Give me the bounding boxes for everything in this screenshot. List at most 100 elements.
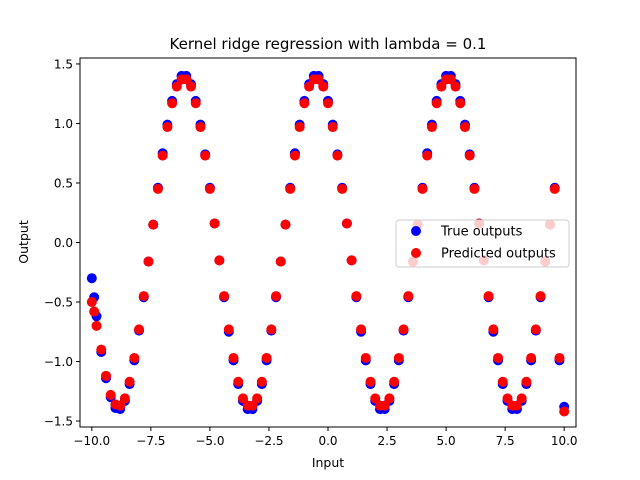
predicted-output-point	[554, 352, 565, 363]
x-tick-label: 2.5	[378, 434, 397, 448]
legend: True outputs Predicted outputs	[395, 219, 570, 268]
predicted-output-point	[252, 393, 263, 404]
predicted-output-point	[237, 393, 248, 404]
predicted-output-point	[530, 324, 541, 335]
predicted-output-point	[96, 344, 107, 355]
predicted-output-point	[464, 150, 475, 161]
predicted-output-point	[497, 376, 508, 387]
predicted-output-point	[445, 74, 456, 85]
x-tick-label: 5.0	[437, 434, 456, 448]
y-tick-label: 0.0	[54, 236, 73, 250]
x-tick-label: −5.0	[195, 434, 224, 448]
predicted-output-point	[417, 183, 428, 194]
x-tick-label: −2.5	[254, 434, 283, 448]
predicted-output-point	[143, 256, 154, 267]
predicted-output-point	[313, 74, 324, 85]
legend-box	[395, 219, 570, 268]
predicted-output-point	[223, 324, 234, 335]
predicted-output-point	[559, 406, 570, 417]
predicted-output-point	[167, 98, 178, 109]
predicted-output-point	[200, 150, 211, 161]
predicted-output-point	[398, 324, 409, 335]
predicted-output-point	[157, 150, 168, 161]
predicted-output-point	[280, 219, 291, 230]
predicted-output-point	[134, 324, 145, 335]
predicted-output-point	[511, 400, 522, 411]
predicted-output-point	[483, 291, 494, 302]
predicted-output-point	[129, 352, 140, 363]
predicted-output-point	[271, 291, 282, 302]
predicted-output-point	[304, 81, 315, 92]
predicted-output-point	[148, 219, 159, 230]
predicted-output-point	[219, 291, 230, 302]
predicted-output-point	[360, 352, 371, 363]
predicted-output-point	[86, 297, 97, 308]
predicted-output-point	[384, 393, 395, 404]
predicted-output-point	[233, 376, 244, 387]
predicted-output-point	[162, 122, 173, 133]
y-axis: −1.5 −1.0 −0.5 0.0 0.5 1.0 1.5	[44, 57, 80, 429]
predicted-output-point	[294, 122, 305, 133]
predicted-output-point	[403, 291, 414, 302]
predicted-output-point	[351, 291, 362, 302]
predicted-output-point	[516, 393, 527, 404]
predicted-output-point	[323, 98, 333, 109]
predicted-output-point	[370, 393, 381, 404]
x-tick-label: −10.0	[73, 434, 110, 448]
predicted-output-point	[389, 376, 400, 387]
predicted-output-point	[459, 122, 470, 133]
legend-marker-true	[411, 226, 421, 236]
predicted-output-point	[502, 393, 513, 404]
y-tick-label: −1.5	[44, 415, 73, 429]
predicted-output-point	[152, 183, 163, 194]
predicted-output-point	[285, 183, 296, 194]
predicted-output-point	[91, 320, 102, 331]
predicted-output-point	[100, 370, 111, 381]
y-axis-label: Output	[16, 220, 31, 264]
predicted-output-point	[190, 98, 201, 109]
predicted-output-point	[119, 393, 130, 404]
x-tick-label: 7.5	[496, 434, 515, 448]
predicted-output-point	[455, 98, 466, 109]
predicted-output-point	[393, 352, 404, 363]
predicted-output-point	[450, 81, 461, 92]
true-output-point	[86, 273, 97, 284]
predicted-output-point	[181, 74, 192, 85]
predicted-output-point	[204, 183, 215, 194]
y-tick-label: −1.0	[44, 355, 73, 369]
predicted-output-point	[422, 150, 433, 161]
predicted-output-point	[327, 122, 338, 133]
predicted-output-point	[436, 81, 447, 92]
predicted-output-point	[379, 400, 390, 411]
predicted-output-point	[299, 98, 310, 109]
predicted-output-point	[214, 255, 225, 266]
predicted-output-point	[105, 389, 116, 400]
chart-title: Kernel ridge regression with lambda = 0.…	[170, 35, 487, 53]
x-axis-label: Input	[312, 455, 344, 470]
legend-label-predicted: Predicted outputs	[441, 247, 556, 262]
predicted-output-point	[289, 150, 300, 161]
predicted-output-point	[469, 183, 480, 194]
predicted-output-point	[332, 150, 343, 161]
predicted-output-point	[318, 81, 329, 92]
predicted-output-point	[341, 218, 352, 229]
predicted-output-point	[526, 352, 537, 363]
y-tick-label: 1.0	[54, 117, 73, 131]
predicted-output-point	[186, 81, 197, 92]
predicted-output-point	[275, 256, 286, 267]
predicted-output-point	[256, 376, 267, 387]
predicted-output-point	[266, 324, 277, 335]
predicted-output-point	[209, 218, 220, 229]
predicted-output-point	[115, 400, 126, 411]
predicted-output-point	[549, 183, 560, 194]
y-tick-label: 0.5	[54, 176, 73, 190]
predicted-output-point	[195, 122, 206, 133]
legend-marker-predicted	[411, 248, 421, 258]
x-axis: −10.0 −7.5 −5.0 −2.5 0.0 2.5 5.0 7.5 10.0	[73, 427, 578, 448]
predicted-output-point	[488, 324, 499, 335]
predicted-output-point	[346, 255, 357, 266]
predicted-output-point	[356, 324, 367, 335]
predicted-output-point	[89, 306, 100, 317]
predicted-output-point	[337, 183, 348, 194]
